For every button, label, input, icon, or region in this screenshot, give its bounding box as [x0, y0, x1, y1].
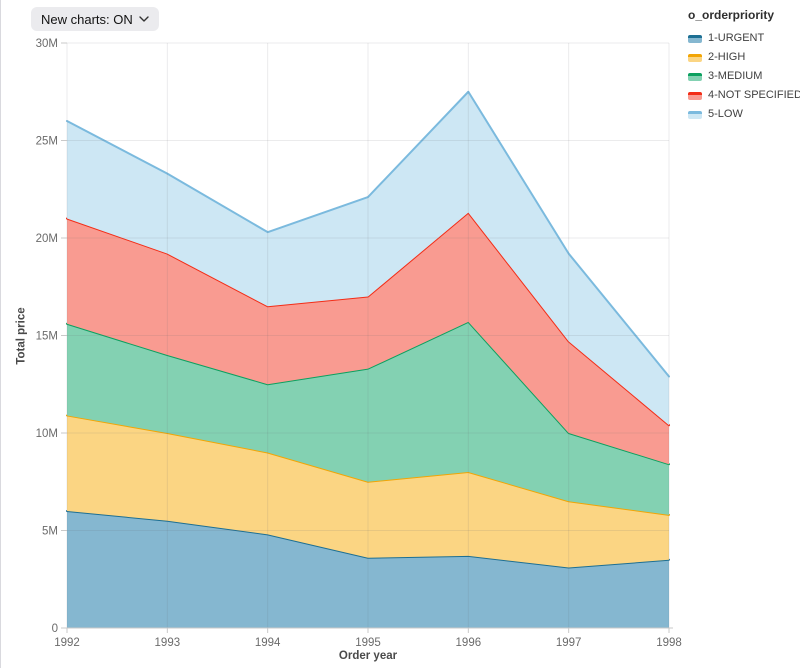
new-charts-toggle-label: New charts: ON: [41, 11, 133, 27]
y-tick-label: 5M: [42, 526, 58, 538]
legend-item-1-urgent[interactable]: 1-URGENT: [688, 33, 800, 44]
y-tick-label: 10M: [36, 428, 58, 440]
legend-swatch-3-medium: [688, 72, 702, 81]
y-tick-label: 25M: [36, 136, 58, 148]
new-charts-toggle[interactable]: New charts: ON: [31, 7, 159, 31]
legend: o_orderpriority 1-URGENT 2-HIGH 3-MEDIUM 4-…: [688, 8, 800, 128]
area-line-5-low: [66, 90, 670, 378]
chevron-down-icon: [139, 16, 149, 22]
legend-item-label: 3-MEDIUM: [708, 70, 763, 82]
legend-swatch-4-not-specified: [688, 91, 702, 100]
legend-item-label: 2-HIGH: [708, 51, 746, 63]
x-tick-label: 1993: [155, 637, 181, 649]
legend-swatch-2-high: [688, 53, 702, 62]
x-tick-label: 1995: [355, 637, 381, 649]
area-5-low[interactable]: [67, 91, 669, 426]
x-tick-label: 1997: [556, 637, 582, 649]
legend-item-4-not-specified[interactable]: 4-NOT SPECIFIED: [688, 90, 800, 101]
legend-item-label: 4-NOT SPECIFIED: [708, 89, 800, 101]
legend-title: o_orderpriority: [688, 8, 775, 22]
legend-items: 1-URGENT 2-HIGH 3-MEDIUM 4-NOT SPECIFIED 5-L…: [688, 33, 800, 120]
y-axis-title: Total price: [16, 306, 28, 365]
stacked-area-chart[interactable]: 0 5M 10M 15M 20M 25M 30M 1992 1993 1994 1995 1996 19…: [1, 0, 691, 668]
legend-item-2-high[interactable]: 2-HIGH: [688, 52, 800, 63]
x-tick-label: 1998: [656, 637, 682, 649]
legend-swatch-1-urgent: [688, 34, 702, 43]
x-axis-title: Order year: [338, 650, 398, 662]
x-tick-label: 1996: [456, 637, 482, 649]
legend-item-label: 5-LOW: [708, 108, 743, 120]
y-tick-label: 30M: [36, 38, 58, 50]
area-1-urgent[interactable]: [67, 511, 669, 628]
x-tick-label: 1992: [54, 637, 80, 649]
legend-item-3-medium[interactable]: 3-MEDIUM: [688, 71, 800, 82]
x-tick-label: 1994: [255, 637, 281, 649]
legend-item-label: 1-URGENT: [708, 32, 765, 44]
y-tick-label: 20M: [36, 233, 58, 245]
legend-swatch-5-low: [688, 110, 702, 119]
y-tick-label: 15M: [36, 331, 58, 343]
area-2-high[interactable]: [67, 415, 669, 568]
y-tick-label: 0: [52, 623, 58, 635]
legend-item-5-low[interactable]: 5-LOW: [688, 109, 800, 120]
area-4-not-specified[interactable]: [67, 212, 669, 465]
